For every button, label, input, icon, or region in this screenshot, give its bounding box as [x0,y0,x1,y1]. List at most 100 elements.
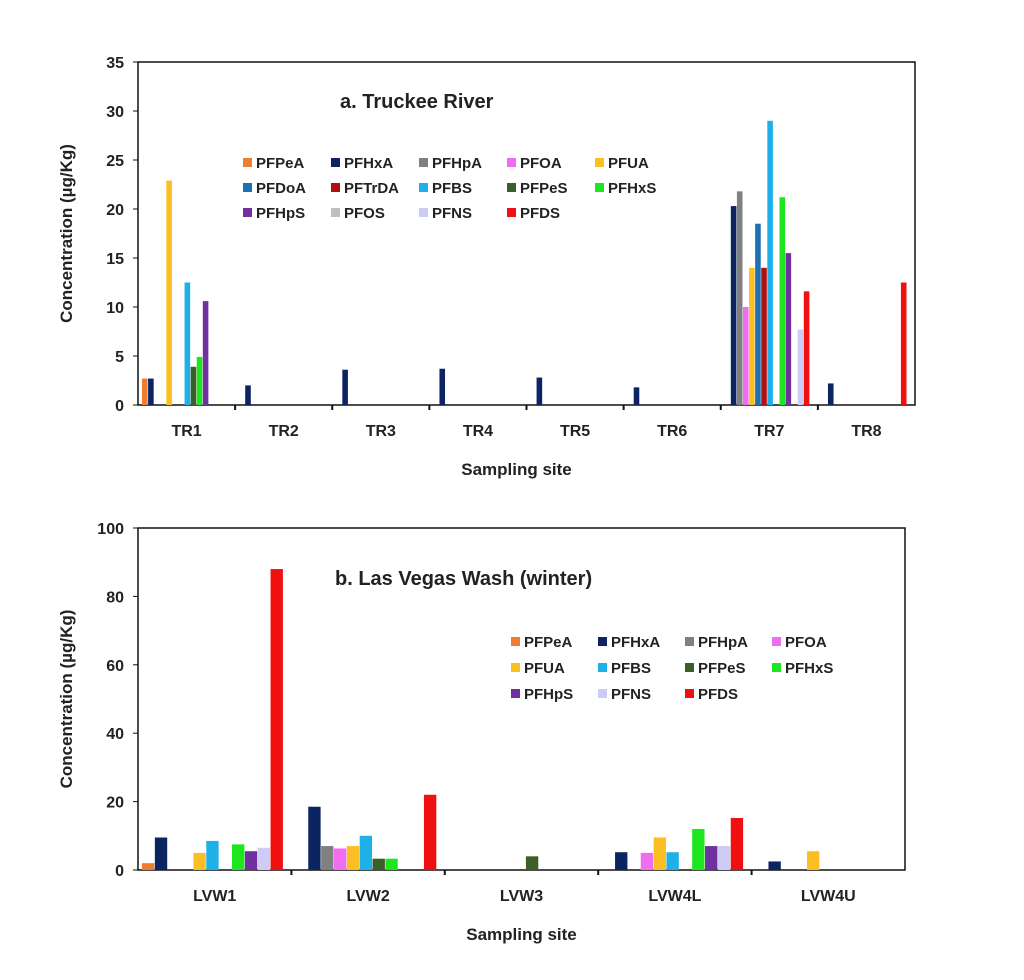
legend-swatch [331,183,340,192]
bar-PFBS-LVW1 [206,840,219,870]
bar-PFHxA-TR5 [536,377,543,405]
y-tick-label: 100 [97,521,124,538]
y-tick-label: 15 [106,251,124,268]
legend-label: PFHpS [256,205,305,222]
y-tick-label: 5 [115,349,124,366]
legend-label: PFOS [344,205,385,222]
bar-PFOA-TR7 [742,307,749,405]
legend-swatch [507,158,516,167]
legend-label: PFNS [611,686,651,703]
bar-PFUA-TR7 [749,267,755,405]
bar-PFHpS-LVW1 [244,851,258,870]
legend-label: PFHxA [344,155,393,172]
bar-PFHpA-TR7 [736,191,743,405]
y-tick-label: 20 [106,202,124,219]
legend-label: PFHpS [524,686,573,703]
x-tick-label: TR3 [366,423,396,440]
x-tick-label: LVW1 [193,888,236,905]
bar-PFHxS-TR1 [196,356,203,405]
bar-PFBS-LVW4L [666,852,679,870]
bar-PFDS-TR7 [803,291,810,405]
legend-label: PFBS [432,180,472,197]
bar-PFDoA-TR7 [755,223,761,405]
bar-PFHpA-LVW2 [321,846,334,870]
bar-PFNS-LVW1 [257,847,271,870]
legend-swatch [595,158,604,167]
x-tick-label: LVW3 [500,888,543,905]
bar-PFHxA-LVW1 [154,837,168,870]
y-axis-label: Concentration (µg/Kg) [57,610,76,789]
bar-PFHpS-LVW4L [705,846,718,870]
x-tick-label: TR5 [560,423,590,440]
x-axis-label: Sampling site [461,460,572,479]
legend-swatch [595,183,604,192]
y-tick-label: 40 [106,726,124,743]
bar-PFHxA-TR8 [827,383,834,405]
bar-PFUA-LVW1 [193,852,206,870]
legend-label: PFDS [520,205,560,222]
chart-title: b. Las Vegas Wash (winter) [335,568,592,590]
legend-swatch [331,158,340,167]
bar-PFHpS-TR1 [202,301,209,405]
bar-PFTrDA-TR7 [761,267,767,405]
legend-label: PFHxA [611,634,660,651]
bar-PFPeS-LVW3 [525,856,539,870]
x-tick-label: TR2 [269,423,299,440]
bar-PFPeS-TR1 [190,366,197,405]
y-tick-label: 25 [106,153,124,170]
bar-PFDS-TR8 [900,282,907,405]
bar-PFBS-TR1 [184,282,191,405]
legend-label: PFDS [698,686,738,703]
bar-PFHxA-TR3 [342,369,348,405]
legend-swatch [511,637,520,646]
bar-PFHxS-LVW1 [231,844,245,870]
legend-swatch [419,158,428,167]
legend-swatch [419,208,428,217]
legend-swatch [243,158,252,167]
bar-PFHxA-LVW2 [308,806,321,870]
legend-swatch [598,637,607,646]
legend-swatch [511,663,520,672]
bar-PFHxA-TR4 [439,368,446,405]
x-tick-label: TR7 [754,423,784,440]
bar-PFDS-LVW2 [423,794,437,870]
x-axis-label: Sampling site [466,925,577,944]
legend-label: PFTrDA [344,180,399,197]
legend-label: PFUA [608,155,649,172]
x-tick-label: TR8 [851,423,881,440]
bar-PFHxA-LVW4U [768,861,781,870]
x-tick-label: LVW2 [346,888,389,905]
bar-PFUA-LVW4L [653,837,666,870]
bar-PFHxS-TR7 [779,197,786,405]
y-tick-label: 0 [115,863,124,880]
bar-PFPeA-LVW1 [142,863,155,870]
bar-PFHxS-LVW2 [385,858,398,870]
legend-label: PFPeS [698,660,746,677]
legend-label: PFHxS [608,180,656,197]
legend-swatch [598,663,607,672]
bar-PFPeS-LVW2 [372,858,385,870]
bar-PFHxA-LVW4L [615,852,628,870]
x-tick-label: TR6 [657,423,687,440]
legend-label: PFPeA [256,155,305,172]
chart-a: 0 5 10 15 20 25 30 35 TR1 TR2 TR3 TR4 TR5 TR6 TR7 TR8 a.… [57,55,916,479]
bar-PFUA-LVW4U [807,851,820,870]
legend-label: PFHpA [698,634,748,651]
bar-PFHxS-LVW4L [692,828,705,870]
chart-b: 0 20 40 60 80 100 LVW1 LVW2 LVW3 LVW4L LVW4U b. Las… [57,521,906,944]
bar-PFOA-LVW2 [333,848,347,870]
x-tick-label: LVW4U [801,888,856,905]
legend-label: PFBS [611,660,651,677]
legend-swatch [772,663,781,672]
legend-swatch [685,689,694,698]
y-tick-label: 80 [106,589,124,606]
bar-PFHpS-TR7 [785,253,792,405]
y-tick-label: 30 [106,104,124,121]
bar-PFHxA-TR6 [633,387,640,405]
legend-label: PFDoA [256,180,306,197]
legend-label: PFPeA [524,634,573,651]
bar-PFUA-LVW2 [346,846,360,870]
legend-label: PFOA [785,634,827,651]
